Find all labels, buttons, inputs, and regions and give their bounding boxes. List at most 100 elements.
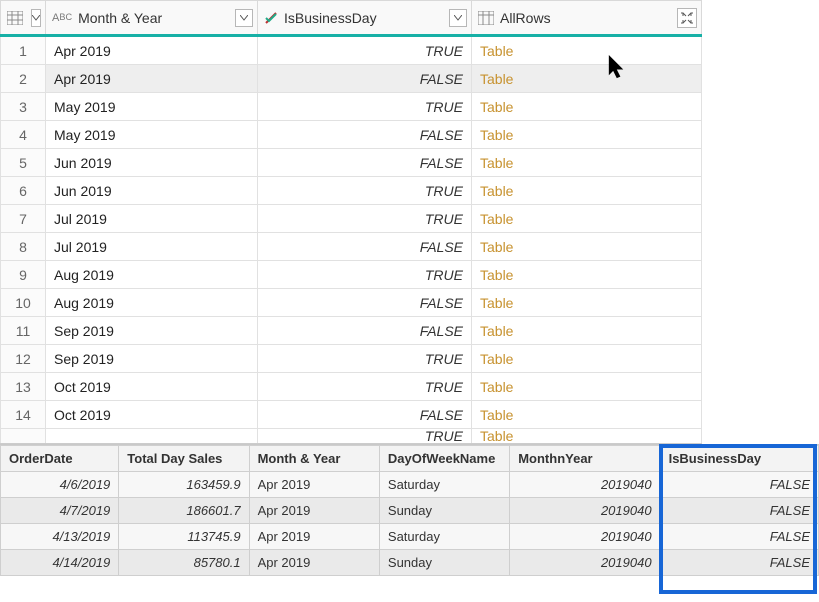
column-header-is-business-day[interactable]: IsBusinessDay [258,0,472,34]
cell-month-year[interactable] [46,429,258,443]
cell-month-year[interactable]: Apr 2019 [249,498,379,524]
cell-month-year[interactable]: Apr 2019 [249,472,379,498]
cell-month-year[interactable]: Oct 2019 [46,373,258,400]
table-row[interactable]: 2Apr 2019FALSETable [0,65,702,93]
cell-is-business-day[interactable]: TRUE [258,345,472,372]
chevron-down-icon[interactable] [449,9,467,27]
cell-all-rows[interactable]: Table [472,149,702,176]
expand-icon[interactable] [677,8,697,28]
cell-order-date[interactable]: 4/7/2019 [1,498,119,524]
cell-all-rows[interactable]: Table [472,177,702,204]
cell-is-business-day[interactable]: TRUE [258,261,472,288]
cell-total-day-sales[interactable]: 113745.9 [119,524,249,550]
cell-month-year[interactable]: Jun 2019 [46,177,258,204]
cell-all-rows[interactable]: Table [472,121,702,148]
preview-row[interactable]: 4/13/2019113745.9Apr 2019Saturday2019040… [1,524,819,550]
cell-month-year[interactable]: Aug 2019 [46,289,258,316]
preview-column-header[interactable]: IsBusinessDay [660,446,818,472]
cell-day-of-week[interactable]: Sunday [379,550,509,576]
cell-all-rows[interactable]: Table [472,317,702,344]
cell-all-rows[interactable]: Table [472,345,702,372]
cell-is-business-day[interactable]: FALSE [258,289,472,316]
cell-all-rows[interactable]: Table [472,65,702,92]
cell-day-of-week[interactable]: Saturday [379,524,509,550]
table-row[interactable]: 11Sep 2019FALSETable [0,317,702,345]
cell-is-business-day[interactable]: TRUE [258,93,472,120]
cell-month-n-year[interactable]: 2019040 [510,472,660,498]
cell-day-of-week[interactable]: Saturday [379,472,509,498]
cell-is-business-day[interactable]: FALSE [660,550,818,576]
column-header-month-year[interactable]: ABC Month & Year [46,0,258,34]
cell-all-rows[interactable]: Table [472,261,702,288]
row-number-header[interactable] [0,0,46,34]
cell-is-business-day[interactable]: TRUE [258,37,472,64]
cell-is-business-day[interactable]: TRUE [258,177,472,204]
preview-column-header[interactable]: Month & Year [249,446,379,472]
cell-all-rows[interactable]: Table [472,205,702,232]
cell-month-year[interactable]: May 2019 [46,93,258,120]
chevron-down-icon[interactable] [235,9,253,27]
cell-total-day-sales[interactable]: 186601.7 [119,498,249,524]
cell-is-business-day[interactable]: TRUE [258,373,472,400]
table-row[interactable]: 1Apr 2019TRUETable [0,37,702,65]
table-row[interactable]: 6Jun 2019TRUETable [0,177,702,205]
preview-row[interactable]: 4/6/2019163459.9Apr 2019Saturday2019040F… [1,472,819,498]
cell-is-business-day[interactable]: FALSE [258,317,472,344]
cell-order-date[interactable]: 4/13/2019 [1,524,119,550]
cell-month-year[interactable]: Apr 2019 [249,524,379,550]
cell-month-n-year[interactable]: 2019040 [510,550,660,576]
cell-is-business-day[interactable]: FALSE [660,498,818,524]
cell-is-business-day[interactable]: FALSE [258,401,472,428]
table-row[interactable]: 3May 2019TRUETable [0,93,702,121]
table-row[interactable]: 8Jul 2019FALSETable [0,233,702,261]
cell-all-rows[interactable]: Table [472,93,702,120]
table-row[interactable]: 4May 2019FALSETable [0,121,702,149]
cell-is-business-day[interactable]: TRUE [258,429,472,443]
cell-is-business-day[interactable]: FALSE [660,524,818,550]
cell-is-business-day[interactable]: TRUE [258,205,472,232]
cell-month-year[interactable]: Jul 2019 [46,233,258,260]
cell-all-rows[interactable]: Table [472,233,702,260]
cell-is-business-day[interactable]: FALSE [258,65,472,92]
table-row[interactable]: 13Oct 2019TRUETable [0,373,702,401]
cell-all-rows[interactable]: Table [472,401,702,428]
table-row[interactable]: TRUETable [0,429,702,444]
cell-month-year[interactable]: Sep 2019 [46,345,258,372]
cell-order-date[interactable]: 4/14/2019 [1,550,119,576]
preview-column-header[interactable]: OrderDate [1,446,119,472]
cell-month-year[interactable]: Jun 2019 [46,149,258,176]
column-header-all-rows[interactable]: AllRows [472,0,702,34]
cell-total-day-sales[interactable]: 85780.1 [119,550,249,576]
cell-is-business-day[interactable]: FALSE [258,121,472,148]
cell-month-year[interactable]: Apr 2019 [249,550,379,576]
cell-month-n-year[interactable]: 2019040 [510,524,660,550]
chevron-down-icon[interactable] [31,9,41,27]
preview-row[interactable]: 4/7/2019186601.7Apr 2019Sunday2019040FAL… [1,498,819,524]
cell-month-year[interactable]: Apr 2019 [46,37,258,64]
cell-total-day-sales[interactable]: 163459.9 [119,472,249,498]
table-row[interactable]: 10Aug 2019FALSETable [0,289,702,317]
cell-month-year[interactable]: Apr 2019 [46,65,258,92]
cell-month-n-year[interactable]: 2019040 [510,498,660,524]
cell-all-rows[interactable]: Table [472,37,702,64]
cell-month-year[interactable]: Sep 2019 [46,317,258,344]
table-row[interactable]: 14Oct 2019FALSETable [0,401,702,429]
table-row[interactable]: 12Sep 2019TRUETable [0,345,702,373]
cell-day-of-week[interactable]: Sunday [379,498,509,524]
table-row[interactable]: 7Jul 2019TRUETable [0,205,702,233]
table-row[interactable]: 9Aug 2019TRUETable [0,261,702,289]
preview-column-header[interactable]: DayOfWeekName [379,446,509,472]
cell-is-business-day[interactable]: FALSE [660,472,818,498]
cell-is-business-day[interactable]: FALSE [258,233,472,260]
cell-month-year[interactable]: May 2019 [46,121,258,148]
preview-row[interactable]: 4/14/201985780.1Apr 2019Sunday2019040FAL… [1,550,819,576]
cell-month-year[interactable]: Oct 2019 [46,401,258,428]
preview-column-header[interactable]: MonthnYear [510,446,660,472]
preview-column-header[interactable]: Total Day Sales [119,446,249,472]
cell-order-date[interactable]: 4/6/2019 [1,472,119,498]
cell-is-business-day[interactable]: FALSE [258,149,472,176]
cell-month-year[interactable]: Aug 2019 [46,261,258,288]
cell-all-rows[interactable]: Table [472,289,702,316]
cell-all-rows[interactable]: Table [472,373,702,400]
table-row[interactable]: 5Jun 2019FALSETable [0,149,702,177]
